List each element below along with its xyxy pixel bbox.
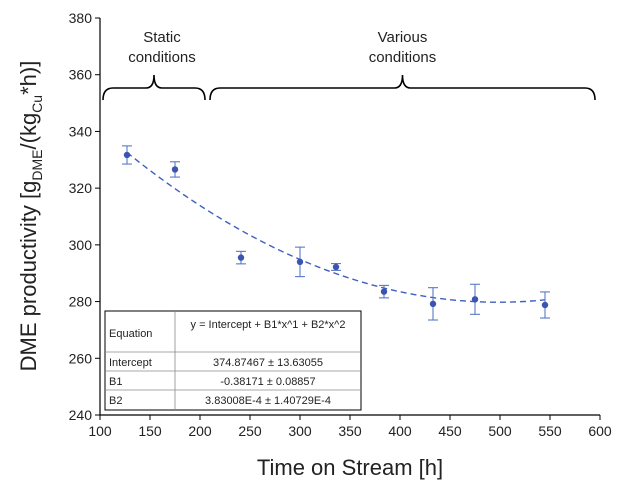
data-series xyxy=(122,145,550,321)
fit-results-table: Equation y = Intercept + B1*x^1 + B2*x^2… xyxy=(104,310,362,411)
y-tick-label: 340 xyxy=(69,123,93,139)
y-tick-label: 380 xyxy=(69,10,93,26)
x-tick-label: 600 xyxy=(588,423,612,439)
y-tick-label: 320 xyxy=(69,180,93,196)
various-conditions-brace xyxy=(209,74,596,101)
y-axis-label: DME productivity [gDME/(kgCu*h)] xyxy=(16,61,45,372)
y-label-sub-cu: Cu xyxy=(29,95,45,113)
data-point xyxy=(296,258,304,266)
y-label-sub-dme: DME xyxy=(29,149,45,180)
y-tick-label: 360 xyxy=(69,67,93,83)
data-point xyxy=(380,288,388,295)
various-label-line1: Various xyxy=(378,29,428,46)
y-label-end: *h)] xyxy=(16,61,41,95)
x-tick-label: 100 xyxy=(88,423,112,439)
x-tick-label: 450 xyxy=(438,423,462,439)
x-tick-label: 300 xyxy=(288,423,312,439)
y-label-mid: /(kg xyxy=(16,113,41,150)
x-tick-label: 150 xyxy=(138,423,162,439)
fit-table-border xyxy=(104,310,362,411)
data-point xyxy=(332,263,340,271)
x-tick-label: 550 xyxy=(538,423,562,439)
x-tick-label: 200 xyxy=(188,423,212,439)
fit-table-equation: y = Intercept + B1*x^1 + B2*x^2 xyxy=(191,319,346,331)
x-axis-ticks: 100 150 200 250 300 350 400 450 500 550 600 xyxy=(88,415,612,439)
data-point xyxy=(429,300,437,308)
x-tick-label: 500 xyxy=(488,423,512,439)
data-point xyxy=(471,296,479,303)
static-label-line2: conditions xyxy=(128,49,196,66)
fit-table-row-value: 374.87467 ± 13.63055 xyxy=(213,357,323,369)
polynomial-fit-curve xyxy=(126,151,546,303)
x-tick-label: 400 xyxy=(388,423,412,439)
various-label-line2: conditions xyxy=(369,49,437,66)
data-point xyxy=(123,151,131,159)
y-axis-ticks: 240 260 280 300 320 340 360 380 xyxy=(69,10,100,423)
y-label-main: DME productivity [g xyxy=(16,181,41,372)
fit-table-row-name: Intercept xyxy=(109,357,152,369)
data-point xyxy=(171,166,179,173)
fit-table-row-value: 3.83008E-4 ± 1.40729E-4 xyxy=(205,395,331,407)
fit-table-equation-label: Equation xyxy=(109,328,152,340)
x-tick-label: 350 xyxy=(338,423,362,439)
data-point xyxy=(237,254,245,261)
y-tick-label: 240 xyxy=(69,407,93,423)
static-label-line1: Static xyxy=(143,29,181,46)
x-axis-label: Time on Stream [h] xyxy=(257,455,443,480)
fit-table-row-value: -0.38171 ± 0.08857 xyxy=(220,376,315,388)
x-tick-label: 250 xyxy=(238,423,262,439)
y-tick-label: 280 xyxy=(69,294,93,310)
y-tick-label: 260 xyxy=(69,350,93,366)
static-conditions-brace xyxy=(102,74,206,101)
y-tick-label: 300 xyxy=(69,237,93,253)
fit-table-row-name: B1 xyxy=(109,376,122,388)
data-point xyxy=(541,301,549,309)
fit-table-row-name: B2 xyxy=(109,395,122,407)
